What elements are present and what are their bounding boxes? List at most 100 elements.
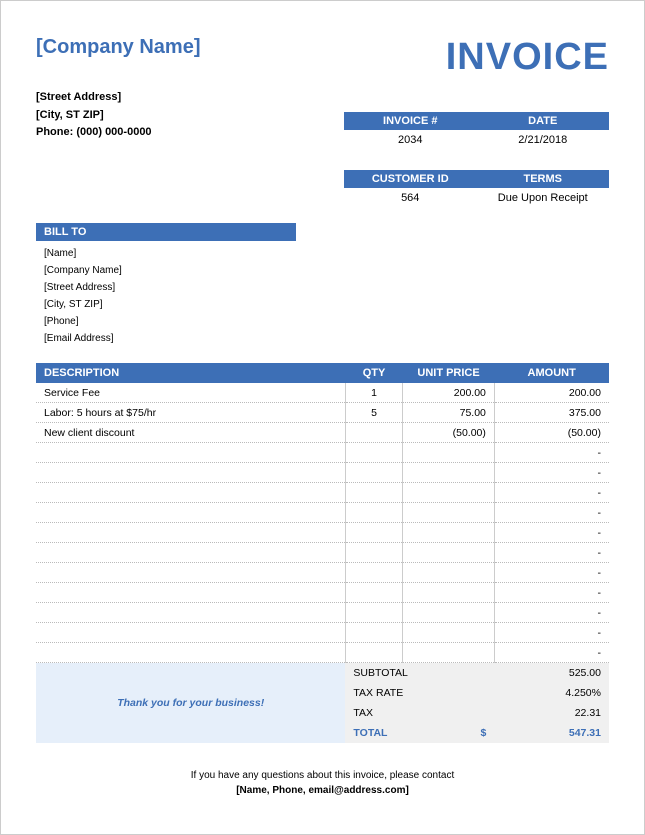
table-row: - [36,583,609,603]
item-description [36,503,345,523]
item-description [36,603,345,623]
item-qty [345,483,402,503]
item-amount: - [494,623,609,643]
bill-to-header: BILL TO [36,223,296,241]
item-amount: - [494,603,609,623]
items-table: DESCRIPTION QTY UNIT PRICE AMOUNT Servic… [36,363,609,743]
meta-terms-header: TERMS [477,170,610,188]
invoice-title: INVOICE [446,36,609,79]
table-row: Labor: 5 hours at $75/hr575.00375.00 [36,403,609,423]
item-amount: 375.00 [494,403,609,423]
item-unit-price [403,443,495,463]
total-label: TOTAL [345,723,402,743]
bill-to-city: [City, ST ZIP] [44,296,601,313]
item-unit-price: (50.00) [403,423,495,443]
subtotal-label: SUBTOTAL [345,663,494,683]
bill-to-company: [Company Name] [44,262,601,279]
item-unit-price [403,623,495,643]
item-qty [345,503,402,523]
bill-to-section: BILL TO [Name] [Company Name] [Street Ad… [36,223,609,351]
item-unit-price: 75.00 [403,403,495,423]
item-qty [345,583,402,603]
table-row: New client discount (50.00)(50.00) [36,423,609,443]
item-unit-price [403,603,495,623]
meta-date-header: DATE [477,112,610,130]
item-qty [345,643,402,663]
meta-customer-id-header: CUSTOMER ID [344,170,477,188]
item-unit-price [403,463,495,483]
item-description: Service Fee [36,383,345,403]
item-qty [345,523,402,543]
item-description [36,563,345,583]
item-unit-price: 200.00 [403,383,495,403]
item-amount: - [494,543,609,563]
tax-label: TAX [345,703,494,723]
bill-to-name: [Name] [44,245,601,262]
col-unit-price: UNIT PRICE [403,363,495,383]
total-value: 547.31 [494,723,609,743]
subtotal-value: 525.00 [494,663,609,683]
item-unit-price [403,483,495,503]
total-currency: $ [403,723,495,743]
taxrate-label: TAX RATE [345,683,494,703]
item-description [36,443,345,463]
item-amount: - [494,643,609,663]
item-description [36,643,345,663]
thank-you-message: Thank you for your business! [36,663,345,743]
header-row: [Company Name] INVOICE [36,36,609,79]
meta-terms: Due Upon Receipt [477,188,610,208]
item-qty [345,463,402,483]
item-unit-price [403,563,495,583]
table-row: - [36,563,609,583]
table-row: - [36,503,609,523]
meta-invoice-num: 2034 [344,130,477,150]
item-unit-price [403,523,495,543]
meta-customer-id: 564 [344,188,477,208]
invoice-meta: INVOICE # DATE 2034 2/21/2018 CUSTOMER I… [344,112,609,208]
item-amount: 200.00 [494,383,609,403]
table-row: - [36,483,609,503]
item-qty [345,423,402,443]
item-unit-price [403,583,495,603]
tax-value: 22.31 [494,703,609,723]
item-qty [345,543,402,563]
item-description [36,523,345,543]
item-amount: - [494,463,609,483]
bill-to-email: [Email Address] [44,330,601,347]
bill-to-street: [Street Address] [44,279,601,296]
company-name: [Company Name] [36,36,200,59]
table-row: - [36,603,609,623]
item-description: Labor: 5 hours at $75/hr [36,403,345,423]
item-description: New client discount [36,423,345,443]
item-description [36,583,345,603]
item-amount: - [494,483,609,503]
item-unit-price [403,503,495,523]
footer: If you have any questions about this inv… [36,768,609,798]
table-row: - [36,443,609,463]
item-unit-price [403,643,495,663]
item-qty [345,443,402,463]
item-amount: (50.00) [494,423,609,443]
bill-to-phone: [Phone] [44,313,601,330]
col-amount: AMOUNT [494,363,609,383]
table-row: - [36,543,609,563]
col-description: DESCRIPTION [36,363,345,383]
item-amount: - [494,523,609,543]
item-unit-price [403,543,495,563]
item-amount: - [494,503,609,523]
item-qty: 5 [345,403,402,423]
item-description [36,463,345,483]
table-row: - [36,643,609,663]
item-description [36,543,345,563]
item-qty: 1 [345,383,402,403]
item-amount: - [494,583,609,603]
item-description [36,483,345,503]
company-street: [Street Address] [36,89,609,107]
table-row: - [36,623,609,643]
invoice-page: [Company Name] INVOICE [Street Address] … [0,0,645,835]
taxrate-value: 4.250% [494,683,609,703]
footer-line2: [Name, Phone, email@address.com] [36,783,609,798]
item-amount: - [494,563,609,583]
item-amount: - [494,443,609,463]
item-description [36,623,345,643]
